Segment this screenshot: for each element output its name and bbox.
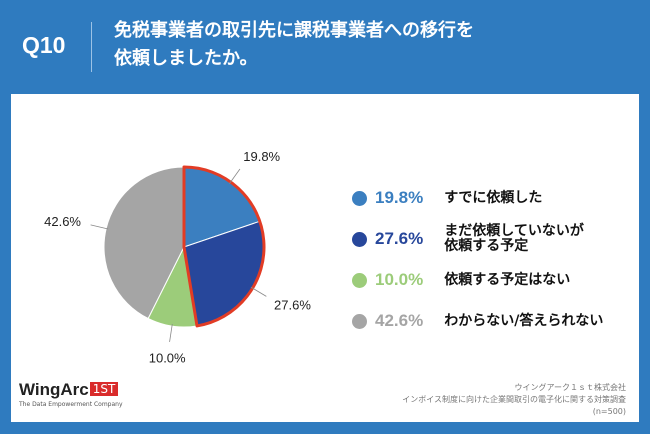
legend-dot [352, 231, 367, 247]
leader-line-0 [229, 168, 241, 184]
source-company: ウイングアーク１ｓｔ株式会社 [514, 383, 626, 392]
legend-label: まだ依頼していないが 依頼する予定 [444, 223, 584, 254]
legend-item-1: 27.6% まだ依頼していないが 依頼する予定 [352, 224, 642, 254]
legend-item-3: 42.6% わからない/答えられない [352, 311, 642, 331]
question-title-line1: 免税事業者の取引先に課税事業者への移行を [114, 20, 474, 41]
chart-panel: 19.8% 27.6% 10.0% 42.6% 19.8% すでに依頼した 27.6%… [11, 94, 639, 422]
pie-chart: 19.8% 27.6% 10.0% 42.6% [44, 149, 311, 366]
legend-dot [352, 313, 367, 329]
data-label-3: 42.6% [44, 214, 81, 229]
question-title: 免税事業者の取引先に課税事業者への移行を 依頼しましたか。 [114, 17, 634, 73]
company-logo: WingArc 1ST The Data Empowerment Company [19, 380, 123, 408]
legend-percent: 42.6% [375, 311, 424, 330]
data-label-0: 19.8% [243, 149, 280, 164]
leader-line-1 [250, 286, 267, 297]
legend-dot [352, 190, 367, 206]
data-label-1: 27.6% [274, 298, 311, 313]
legend-label: すでに依頼した [444, 189, 543, 206]
header-divider [91, 22, 92, 72]
highlight-outline [182, 165, 266, 328]
source-note: ウイングアーク１ｓｔ株式会社 インボイス制度に向けた企業間取引の電子化に関する対… [296, 382, 626, 418]
legend-dot [352, 272, 367, 288]
source-survey: インボイス制度に向けた企業間取引の電子化に関する対策調査 [402, 395, 626, 404]
legend-label: 依頼する予定はない [444, 271, 571, 288]
leader-line-2 [169, 324, 173, 342]
logo-tagline: The Data Empowerment Company [19, 401, 123, 408]
legend-label: わからない/答えられない [444, 312, 604, 329]
source-sample-size: (n=500) [592, 407, 626, 416]
data-label-2: 10.0% [149, 351, 186, 366]
legend-percent: 10.0% [375, 270, 424, 289]
legend-item-2: 10.0% 依頼する予定はない [352, 270, 642, 290]
question-title-line2: 依頼しましたか。 [114, 48, 258, 69]
question-number: Q10 [22, 32, 66, 58]
leader-line-3 [90, 224, 109, 230]
legend-percent: 19.8% [375, 188, 424, 207]
question-header: Q10 免税事業者の取引先に課税事業者への移行を 依頼しましたか。 [0, 0, 650, 92]
legend-item-0: 19.8% すでに依頼した [352, 188, 642, 208]
legend-percent: 27.6% [375, 229, 424, 248]
logo-name: WingArc [19, 380, 89, 399]
logo-badge: 1ST [89, 382, 119, 396]
